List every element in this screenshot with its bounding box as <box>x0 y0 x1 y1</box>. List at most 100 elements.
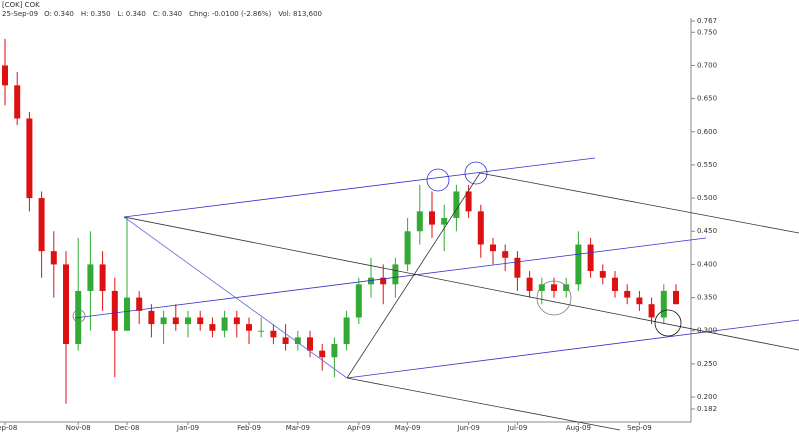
quote-date: 25-Sep-09 <box>2 10 38 18</box>
y-tick-label: 0.767 <box>697 17 717 25</box>
candle-body <box>343 317 350 345</box>
candle-body <box>587 244 594 272</box>
candle-body <box>172 317 179 325</box>
candle-body <box>160 317 167 325</box>
y-tick-label: 0.650 <box>697 95 717 103</box>
quote-value: 0.340 <box>54 10 74 18</box>
y-tick-label: 0.200 <box>697 393 717 401</box>
candle-body <box>429 211 435 225</box>
y-tick-label: 0.450 <box>697 227 717 235</box>
x-tick-label: Apr-09 <box>347 424 370 432</box>
candle-body <box>63 264 69 345</box>
quote-label: H: <box>81 10 89 18</box>
y-tick-label: 0.500 <box>697 194 717 202</box>
x-tick-label: Dec-08 <box>115 424 140 432</box>
candle-body <box>233 317 240 325</box>
y-tick-label: 0.700 <box>697 61 717 69</box>
highlight-circle <box>426 168 450 192</box>
quote-label: Chng: <box>189 10 210 18</box>
candle-body <box>551 284 557 291</box>
quote-value: -0.0100 (-2.86%) <box>212 10 272 18</box>
candle-body <box>368 277 374 285</box>
candle-body <box>124 297 130 331</box>
x-tick-label: Feb-09 <box>237 424 261 432</box>
candle-body <box>441 217 448 225</box>
candle-body <box>148 310 155 325</box>
highlight-circle <box>536 280 572 316</box>
trend-line <box>123 216 348 379</box>
trend-line <box>74 237 707 319</box>
candle-body <box>673 290 679 305</box>
candle-body <box>209 324 216 331</box>
candle-body <box>197 317 204 325</box>
candle-body <box>563 284 570 291</box>
candle-body <box>526 277 533 291</box>
candle-body <box>99 264 106 291</box>
candle-body <box>246 324 252 331</box>
quote-value: 0.340 <box>162 10 182 18</box>
highlight-circle <box>654 309 682 337</box>
y-tick-label: 0.182 <box>697 405 717 413</box>
trend-line <box>346 172 481 379</box>
candle-body <box>258 330 265 332</box>
pitchfork-drawing <box>72 157 799 431</box>
candle-body <box>26 118 33 199</box>
candle-body <box>490 244 496 252</box>
candle-body <box>319 350 326 358</box>
highlight-circle <box>464 161 488 185</box>
trend-line <box>123 216 799 351</box>
y-tick-label: 0.400 <box>697 260 717 268</box>
candle-body <box>538 284 545 291</box>
trend-line <box>346 319 799 379</box>
y-tick-label: 0.550 <box>697 161 717 169</box>
candle-body <box>111 290 118 331</box>
candle-body <box>270 330 277 338</box>
quote-value: 0.340 <box>126 10 146 18</box>
candle-body <box>38 198 45 252</box>
candle-body <box>575 244 582 285</box>
x-tick-label: Jan-09 <box>176 424 199 432</box>
trend-line <box>123 157 596 218</box>
x-tick-label: Sep-08 <box>0 424 17 432</box>
x-tick-label: Jul-09 <box>506 424 527 432</box>
candle-body <box>392 264 399 285</box>
candle-body <box>636 297 643 305</box>
quote-label: L: <box>118 10 124 18</box>
candle-body <box>453 191 460 218</box>
candle-body <box>282 337 289 345</box>
candle-body <box>612 277 618 291</box>
candle-body <box>416 211 423 232</box>
candle-body <box>599 271 606 278</box>
x-tick-label: May-09 <box>395 424 421 432</box>
y-tick-label: 0.600 <box>697 128 717 136</box>
candle-body <box>514 257 521 278</box>
candle-body <box>465 191 472 212</box>
quote-value: 0.350 <box>90 10 110 18</box>
candle-body <box>355 284 362 318</box>
candle-body <box>136 297 143 311</box>
trend-line <box>479 172 799 234</box>
y-tick-label: 0.750 <box>697 28 717 36</box>
candle-body <box>624 290 631 298</box>
y-tick-label: 0.250 <box>697 360 717 368</box>
candle-body <box>2 65 8 86</box>
candle-body <box>221 317 228 331</box>
y-tick-label: 0.350 <box>697 294 717 302</box>
x-tick-label: Sep-09 <box>627 424 652 432</box>
quote-label: C: <box>153 10 160 18</box>
quote-label: Vol: <box>278 10 291 18</box>
candle-body <box>307 337 313 351</box>
x-tick-label: Jun-09 <box>456 424 479 432</box>
candle-body <box>14 85 21 119</box>
candle-body <box>87 264 94 291</box>
candle-body <box>50 251 57 265</box>
x-tick-label: Mar-09 <box>286 424 310 432</box>
candle-body <box>502 251 509 258</box>
x-tick-label: Aug-09 <box>566 424 591 432</box>
candle-body <box>185 317 191 325</box>
candle-body <box>660 290 667 318</box>
candle-body <box>648 304 655 318</box>
